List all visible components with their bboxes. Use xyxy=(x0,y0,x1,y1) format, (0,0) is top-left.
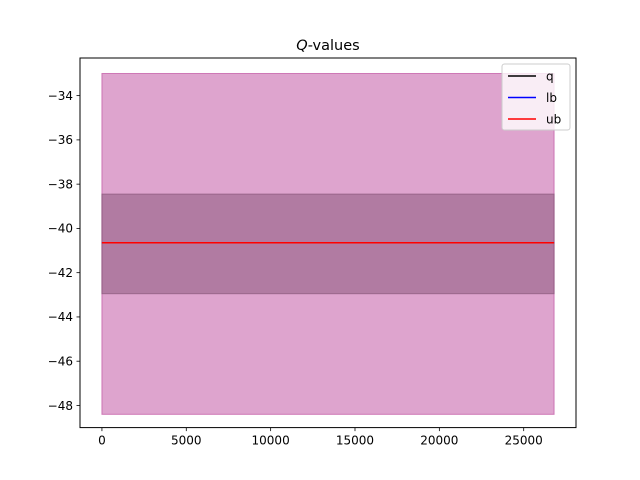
chart-title: Q-values xyxy=(296,38,359,54)
y-tick-label: −46 xyxy=(48,355,73,369)
y-tick-label: −36 xyxy=(48,133,73,147)
plot-frame xyxy=(79,57,577,429)
x-tick-label: 10000 xyxy=(252,434,290,448)
bands-layer xyxy=(101,72,555,415)
legend-label-ub: ub xyxy=(546,112,561,126)
x-tick-label: 25000 xyxy=(505,434,543,448)
y-tick-label: −38 xyxy=(48,177,73,191)
legend-label-q: q xyxy=(546,69,554,83)
y-tick-label: −44 xyxy=(48,310,73,324)
legend-label-lb: lb xyxy=(546,91,557,105)
y-tick-label: −40 xyxy=(48,222,73,236)
x-tick-label: 20000 xyxy=(420,434,458,448)
x-tick-label: 15000 xyxy=(336,434,374,448)
x-tick-label: 0 xyxy=(98,434,106,448)
x-axis: 0 5000 10000 15000 20000 25000 xyxy=(98,427,543,448)
y-tick-label: −42 xyxy=(48,266,73,280)
y-tick-label: −34 xyxy=(48,89,73,103)
title-rest-part: -values xyxy=(308,38,360,54)
title-italic-part: Q xyxy=(296,38,307,54)
legend: q lb ub xyxy=(501,63,571,131)
x-tick-label: 5000 xyxy=(171,434,202,448)
y-axis: −48 −46 −44 −42 −40 −38 −36 −34 xyxy=(48,89,80,413)
confidence-band-1 xyxy=(101,193,555,295)
y-tick-label: −48 xyxy=(48,399,73,413)
